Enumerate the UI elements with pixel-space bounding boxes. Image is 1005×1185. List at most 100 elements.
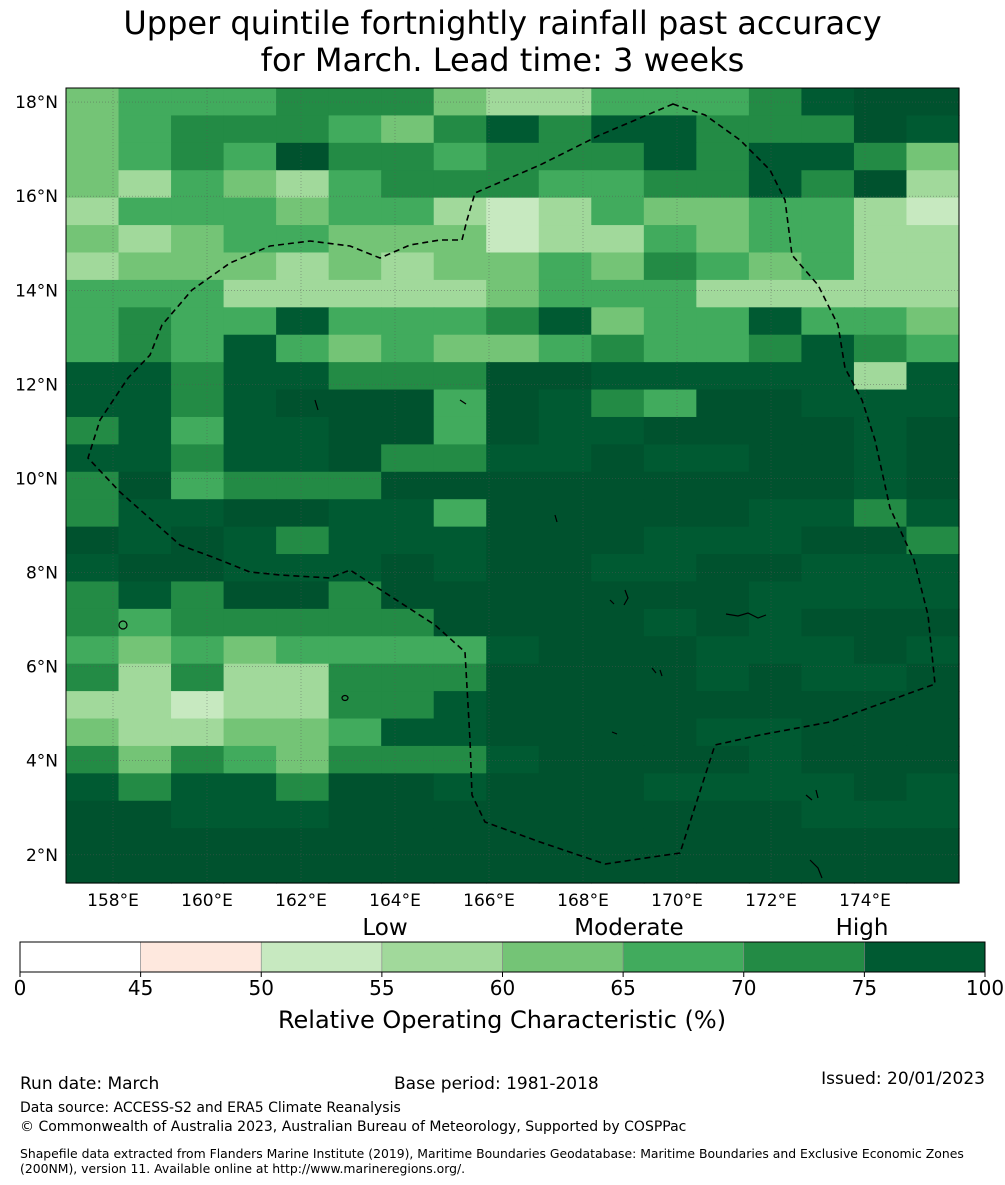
grid-cell [801,745,855,774]
grid-cell [223,362,277,391]
grid-cell [748,197,803,226]
grid-cell [696,773,750,802]
grid-cell [328,142,382,171]
grid-cell [171,334,225,363]
island-outline [651,667,663,677]
grid-cell [853,389,908,418]
grid-cell [223,197,277,226]
grid-cell [276,444,330,473]
grid-cell [696,307,750,336]
grid-cell [906,444,960,473]
grid-cell [276,745,330,774]
grid-cell [223,526,277,555]
grid-cell [171,170,225,199]
grid-cell [696,526,750,555]
grid-cell [538,554,592,583]
grid-cell [66,828,120,857]
grid-cell [433,279,487,308]
grid-cell [906,197,960,226]
grid-cell [118,389,172,418]
grid-cell [538,115,592,144]
copyright-notice: © Commonwealth of Australia 2023, Austra… [20,1119,687,1135]
grid-cell [66,197,120,226]
grid-cell [381,197,435,226]
grid-cell [433,773,487,802]
grid-cell [66,362,120,391]
grid-cell [853,279,908,308]
grid-cell [696,115,750,144]
grid-cell [591,526,645,555]
grid-cell [696,554,750,583]
grid-cell [643,279,697,308]
grid-cell [66,471,120,500]
grid-cell [486,773,540,802]
grid-cell [433,526,487,555]
grid-cell [643,416,697,445]
grid-cell [276,608,330,637]
grid-cell [486,554,540,583]
grid-cell [66,416,120,445]
grid-cell [223,252,277,281]
grid-cell [591,663,645,692]
grid-cell [853,691,908,720]
grid-cell [853,334,908,363]
grid-cell [486,471,540,500]
grid-cell [906,471,960,500]
grid-cell [643,636,697,665]
grid-cell [276,554,330,583]
grid-cell [801,334,855,363]
grid-cell [853,526,908,555]
colorbar-bin [502,941,624,973]
grid-cell [696,691,750,720]
grid-cell [276,718,330,747]
grid-cell [853,745,908,774]
grid-cell [696,608,750,637]
grid-cell [538,855,592,884]
grid-cell [433,197,487,226]
grid-cell [591,115,645,144]
grid-cell [486,225,540,254]
grid-cell [801,197,855,226]
grid-cell [171,471,225,500]
grid-cell [643,389,697,418]
grid-cell [433,444,487,473]
grid-cell [381,225,435,254]
colorbar-tick-label: 55 [369,976,394,1000]
colorbar-tick-label: 45 [128,976,153,1000]
grid-cell [801,636,855,665]
grid-cell [328,170,382,199]
grid-cell [328,279,382,308]
colorbar-tick-label: 65 [610,976,635,1000]
map-figure: 18°N 16°N 14°N 12°N 10°N 8°N 6°N 4°N 2°N 158°E 16… [14,87,1004,1034]
grid-cell [643,307,697,336]
grid-cell [906,389,960,418]
grid-cell [801,828,855,857]
grid-cell [906,499,960,528]
grid-cell [906,828,960,857]
grid-cell [381,828,435,857]
grid-cell [591,389,645,418]
grid-cell [171,745,225,774]
grid-cell [118,279,172,308]
grid-cell [591,499,645,528]
grid-cell [853,636,908,665]
run-date: Run date: March [20,1074,160,1094]
grid-cell [171,444,225,473]
grid-cell [486,855,540,884]
grid-cell [328,115,382,144]
lon-tick-label: 168°E [557,891,609,911]
grid-cell [538,252,592,281]
colorbar-category-label: Moderate [574,915,683,941]
grid-cell [433,334,487,363]
map-title-line-1: Upper quintile fortnightly rainfall past… [123,4,882,42]
grid-cell [801,252,855,281]
grid-cell [66,800,120,829]
grid-cell [538,745,592,774]
colorbar-bin [381,941,503,973]
grid-cell [748,170,803,199]
grid-cell [66,334,120,363]
grid-cell [328,362,382,391]
grid-cell [433,389,487,418]
grid-cell [328,197,382,226]
grid-cell [486,800,540,829]
